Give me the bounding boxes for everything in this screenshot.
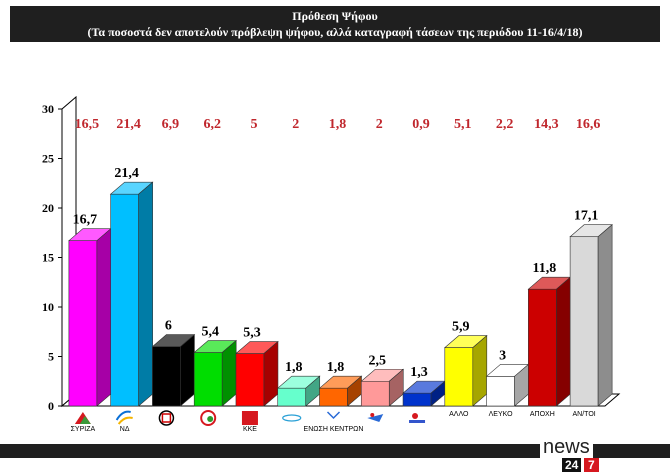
bar-value-label: 5,4 xyxy=(201,325,219,340)
bar-Ποτάμι xyxy=(277,387,307,407)
previous-value-label: 2 xyxy=(292,117,299,132)
bar-ΑΛΛΟ xyxy=(444,347,474,407)
enosi-kentroon-logo-icon xyxy=(326,411,341,420)
bar-value-label: 5,3 xyxy=(243,326,261,341)
bar-ΚΚΕ xyxy=(235,353,265,407)
category-label: ΣΥΡΙΖΑ xyxy=(71,426,96,433)
previous-value-label: 2 xyxy=(376,117,383,132)
category-label: ΚΚΕ xyxy=(243,426,257,433)
category-label: ΝΔ xyxy=(120,426,130,433)
chart-title: Πρόθεση Ψήφου xyxy=(292,9,378,23)
bar-value-label: 1,8 xyxy=(327,360,345,375)
syriza-logo-icon xyxy=(74,412,91,424)
category-label: ΕΝΩΣΗ ΚΕΝΤΡΩΝ xyxy=(304,426,364,433)
bar-ΚΙΝΑΛ xyxy=(193,352,223,407)
chart-title-bar: Πρόθεση Ψήφου (Τα ποσοστά δεν αποτελούν … xyxy=(10,6,660,42)
y-tick-label: 30 xyxy=(42,102,54,116)
bar-ΛΑΕ xyxy=(402,392,432,407)
bar-side xyxy=(556,276,571,407)
y-tick-label: 10 xyxy=(42,300,54,314)
kinal-logo-icon xyxy=(200,410,217,426)
bar-side xyxy=(180,333,195,407)
bar-value-label: 1,8 xyxy=(285,360,303,375)
anel-logo-icon xyxy=(367,413,384,422)
previous-value-label: 5 xyxy=(250,117,257,132)
bar-ΑΝ/ΤΟΙ xyxy=(569,236,599,407)
bar-side xyxy=(138,181,153,407)
bar-side xyxy=(472,334,488,407)
chart-subtitle: (Τα ποσοστά δεν αποτελούν πρόβλεψη ψήφου… xyxy=(87,25,583,39)
previous-value-label: 21,4 xyxy=(116,117,141,132)
bar-value-label: 16,7 xyxy=(73,213,98,228)
bar-value-label: 5,9 xyxy=(452,320,470,335)
previous-value-label: 0,9 xyxy=(412,117,430,132)
previous-value-label: 6,9 xyxy=(162,117,180,132)
logo-number-24: 24 xyxy=(562,458,582,472)
golden-dawn-logo-icon xyxy=(158,410,175,426)
footer-bar xyxy=(0,444,670,458)
category-label: ΛΕΥΚΟ xyxy=(489,411,513,418)
bar-ΛΕΥΚΟ xyxy=(486,375,515,407)
previous-value-label: 14,3 xyxy=(534,117,559,132)
bar-side xyxy=(597,224,613,407)
bar-ΝΔ xyxy=(110,193,139,407)
category-label: ΑΝ/ΤΟΙ xyxy=(573,411,596,418)
bar-value-label: 1,3 xyxy=(410,365,428,380)
logo-number-7: 7 xyxy=(584,458,599,472)
previous-value-label: 1,8 xyxy=(329,117,347,132)
logo-word: news xyxy=(540,436,593,458)
y-tick-label: 0 xyxy=(48,399,54,413)
bar-value-label: 11,8 xyxy=(532,261,556,276)
potami-logo-icon xyxy=(282,414,302,422)
y-tick-label: 15 xyxy=(42,251,54,265)
previous-value-label: 2,2 xyxy=(496,117,514,132)
category-label: ΑΠΟΧΗ xyxy=(530,411,555,418)
previous-value-label: 5,1 xyxy=(454,117,472,132)
bar-ΑΠΟΧΗ xyxy=(528,288,557,407)
previous-value-label: 6,2 xyxy=(203,117,221,132)
y-tick-label: 20 xyxy=(42,201,54,215)
bar-chart: 05101520253016,716,5ΣΥΡΙΖΑ21,421,4ΝΔ66,9… xyxy=(42,95,621,433)
news247-logo: news 24 7 xyxy=(540,436,604,476)
previous-value-label: 16,5 xyxy=(75,117,100,132)
bar-ΑΝΕΛ xyxy=(360,380,390,407)
lae-logo-icon xyxy=(409,413,426,423)
bar-value-label: 17,1 xyxy=(574,209,599,224)
bar-value-label: 3 xyxy=(499,348,506,363)
bar-value-label: 6 xyxy=(165,319,172,334)
bar-ΧΑ xyxy=(152,346,181,407)
bar-ΣΥΡΙΖΑ xyxy=(68,240,98,407)
kke-logo-icon xyxy=(241,411,258,425)
previous-value-label: 16,6 xyxy=(576,117,601,132)
bar-side xyxy=(221,339,237,407)
bar-ΕνΚε xyxy=(319,387,348,407)
nd-logo-icon xyxy=(115,410,133,425)
y-tick-label: 5 xyxy=(48,350,54,364)
bar-value-label: 2,5 xyxy=(369,353,387,368)
bar-side xyxy=(96,228,112,407)
category-label: ΑΛΛΟ xyxy=(449,411,469,418)
y-tick-label: 25 xyxy=(42,152,54,166)
bar-value-label: 21,4 xyxy=(114,166,139,181)
